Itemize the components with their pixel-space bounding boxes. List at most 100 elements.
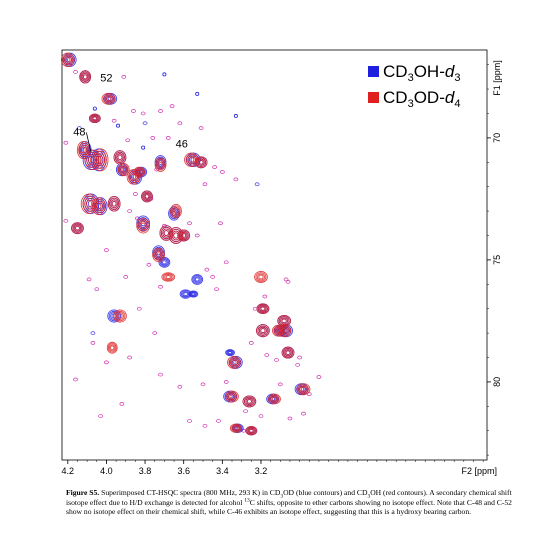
red-contour-peak bbox=[84, 149, 102, 171]
red-contour-peak bbox=[136, 217, 150, 234]
hsqc-spectrum: 4.2 4.0 3.8 3.6 3.4 3.2 F2 [ppm] 70 75 80 F1 [ppm… bbox=[60, 49, 502, 476]
noise-contour bbox=[98, 414, 103, 418]
red-contour-peak bbox=[117, 163, 130, 177]
noise-contour bbox=[150, 136, 156, 140]
noise-contour bbox=[152, 331, 158, 335]
noise-contour bbox=[218, 221, 223, 226]
red-contour-peak bbox=[88, 113, 101, 124]
red-contour-peak bbox=[80, 193, 98, 214]
legend-swatch bbox=[368, 92, 379, 103]
legend-label: CD3OD-d4 bbox=[383, 88, 460, 110]
red-contour-peak bbox=[194, 156, 208, 169]
y-axis: 70 75 80 F1 [ppm] bbox=[487, 60, 502, 456]
noise-contour bbox=[295, 362, 301, 367]
noise-contour bbox=[131, 109, 136, 113]
peak-label: 52 bbox=[100, 73, 112, 85]
red-contour-peak bbox=[296, 383, 311, 396]
x-tick-label: 3.2 bbox=[255, 466, 268, 476]
noise-contour bbox=[111, 118, 117, 123]
caption-text-1: Superimposed CT-HSQC spectra (800 MHz, 2… bbox=[99, 488, 281, 497]
noise-contour bbox=[116, 123, 121, 128]
noise-contour bbox=[123, 275, 129, 279]
x-tick-label: 4.2 bbox=[62, 466, 75, 476]
x-axis: 4.2 4.0 3.8 3.6 3.4 3.2 F2 [ppm] bbox=[62, 460, 497, 476]
red-contour-peak bbox=[101, 92, 116, 105]
y-axis-title: F1 [ppm] bbox=[492, 60, 502, 96]
blue-contour-peak bbox=[188, 290, 199, 298]
red-contour-peak bbox=[229, 423, 242, 433]
peak-label: 46 bbox=[176, 139, 188, 151]
noise-contour bbox=[210, 275, 216, 279]
red-contour-peak bbox=[107, 195, 121, 212]
caption-label: Figure S5. bbox=[66, 488, 100, 497]
noise-contour bbox=[254, 182, 260, 187]
caption-sub-1: 3 bbox=[280, 493, 284, 500]
noise-contour bbox=[187, 221, 192, 226]
noise-contour bbox=[133, 192, 138, 196]
contour-layer bbox=[60, 52, 322, 436]
noise-contour bbox=[158, 109, 163, 113]
caption-text-3: OH (red contours). A secondary chemical … bbox=[66, 488, 512, 507]
noise-contour bbox=[262, 294, 268, 299]
red-contour-peak bbox=[154, 157, 167, 172]
red-contour-peak bbox=[161, 272, 176, 282]
noise-contour bbox=[212, 165, 217, 169]
noise-contour bbox=[216, 419, 221, 423]
red-contour-peak bbox=[60, 52, 75, 67]
noise-contour bbox=[177, 384, 183, 389]
noise-contour bbox=[214, 287, 219, 292]
noise-contour bbox=[119, 402, 125, 406]
noise-contour bbox=[140, 111, 146, 116]
peak-annotations: 52 48 46 bbox=[73, 73, 188, 153]
caption-text-4: C shifts, opposite to ether carbons show… bbox=[66, 497, 512, 517]
noise-contour bbox=[127, 209, 132, 213]
red-contour-peak bbox=[225, 390, 239, 403]
noise-contour bbox=[90, 341, 96, 345]
noise-contour bbox=[104, 360, 109, 365]
noise-contour bbox=[277, 382, 283, 387]
noise-contour bbox=[104, 248, 109, 252]
x-tick-label: 3.6 bbox=[177, 466, 190, 476]
caption-text-2: OD (blue contours) and CD bbox=[283, 488, 368, 497]
red-contour-peak bbox=[177, 229, 191, 242]
noise-contour bbox=[162, 72, 167, 77]
noise-contour bbox=[177, 121, 183, 126]
noise-contour bbox=[127, 355, 132, 360]
noise-contour bbox=[194, 233, 200, 238]
noise-contour bbox=[125, 138, 131, 143]
peak-label: 48 bbox=[73, 126, 85, 138]
red-contour-peak bbox=[268, 393, 281, 405]
red-contour-peak bbox=[242, 395, 257, 408]
legend-swatch bbox=[368, 66, 379, 77]
red-contour-peak bbox=[133, 166, 146, 178]
noise-contour bbox=[297, 355, 302, 360]
red-contour-peak bbox=[256, 303, 270, 315]
noise-contour bbox=[73, 377, 78, 382]
noise-contour bbox=[187, 419, 192, 423]
noise-contour bbox=[202, 423, 208, 428]
noise-contour bbox=[233, 177, 239, 182]
legend-label: CD3OH-d3 bbox=[383, 62, 460, 84]
red-contour-peak bbox=[170, 203, 182, 219]
noise-contour bbox=[90, 331, 96, 335]
x-axis-title: F2 [ppm] bbox=[462, 466, 498, 476]
red-contour-peak bbox=[106, 341, 118, 354]
red-contour-peak bbox=[141, 190, 153, 203]
caption-sup-1: 13 bbox=[244, 497, 250, 504]
red-contour-peak bbox=[256, 324, 270, 338]
noise-contour bbox=[223, 380, 229, 384]
noise-contour bbox=[63, 218, 69, 223]
noise-contour bbox=[316, 375, 322, 379]
noise-contour bbox=[202, 182, 208, 187]
plot-frame bbox=[61, 49, 488, 461]
caption-sub-2: 3 bbox=[367, 493, 371, 500]
noise-contour bbox=[158, 372, 163, 377]
x-tick-label: 3.4 bbox=[216, 466, 229, 476]
noise-contour bbox=[165, 136, 171, 140]
noise-contour bbox=[141, 145, 146, 150]
red-contour-peak bbox=[277, 314, 292, 327]
noise-contour bbox=[204, 267, 210, 272]
x-tick-label: 3.8 bbox=[139, 466, 152, 476]
noise-contour bbox=[195, 91, 200, 96]
figure-caption: Figure S5. Superimposed CT-HSQC spectra … bbox=[66, 488, 518, 517]
